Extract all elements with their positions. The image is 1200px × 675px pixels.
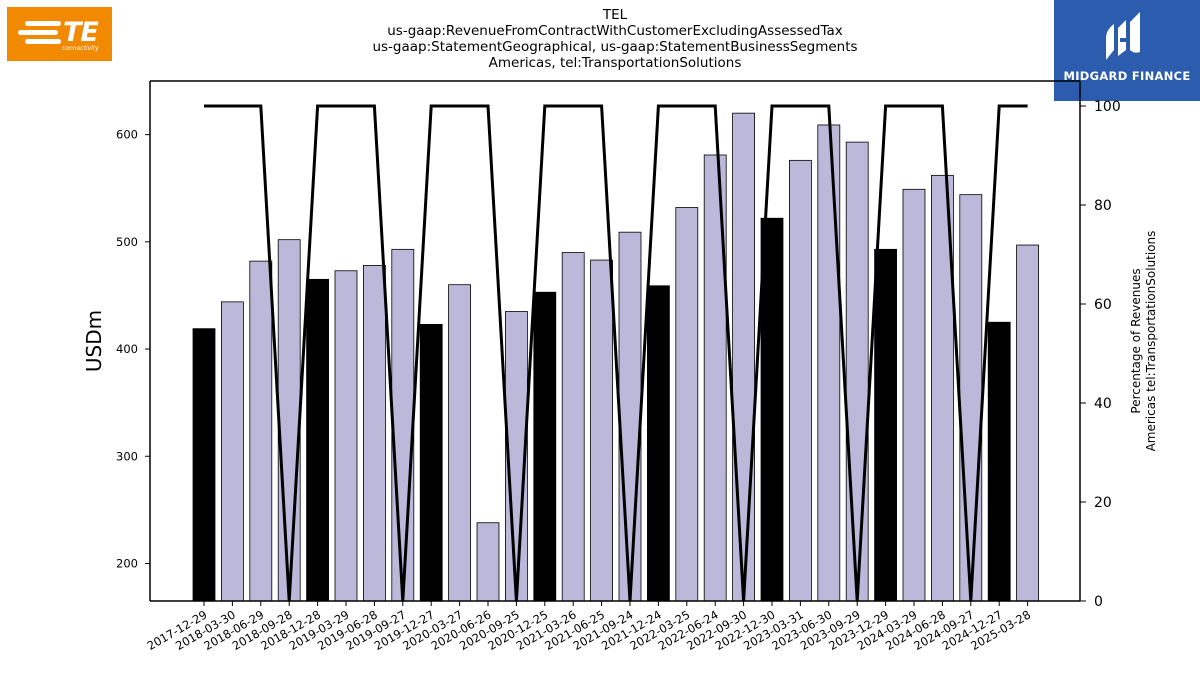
y-axis-label: USDm [82,310,106,372]
title-line-3: us-gaap:StatementGeographical, us-gaap:S… [372,39,858,55]
y-tick-label: 200 [116,556,138,570]
y-tick-label: 300 [116,449,138,463]
chart-title: TEL us-gaap:RevenueFromContractWithCusto… [300,7,930,71]
bar-2017-12-29 [192,328,216,602]
bar-2021-03-26 [561,252,585,602]
y2-tick-label: 40 [1094,396,1112,412]
bar-2019-06-28 [362,265,386,602]
bar-2023-09-29 [845,141,869,602]
bar-2018-09-28 [277,239,301,602]
bar-2018-03-30 [220,301,244,602]
bar-2022-12-30 [760,217,784,602]
y-ticks-group: 200 300 400 500 600 [116,128,150,570]
te-stripes-icon [18,21,61,44]
axes-group [149,80,1081,602]
y2-tick-label: 100 [1094,99,1121,115]
bar-2019-09-27 [391,248,415,602]
bar-2023-12-29 [874,248,897,602]
bar-2018-12-28 [306,278,330,602]
bar-2019-03-29 [334,270,358,602]
bar-2022-09-30 [732,112,755,602]
y2-tick-label: 80 [1094,198,1112,214]
title-line-1: TEL [602,7,628,23]
bar-2020-06-26 [476,522,500,602]
y2-tick-label: 0 [1094,594,1103,610]
logo-right-text: MIDGARD FINANCE [1063,69,1191,83]
y2-axis-label-line-1: Percentage of Revenues [1129,268,1143,413]
midgard-emblem-icon [1106,12,1140,60]
percentage-line [204,104,1028,602]
bar-2021-09-24 [618,231,642,602]
title-line-4: Americas, tel:TransportationSolutions [488,55,742,71]
title-line-2: us-gaap:RevenueFromContractWithCustomerE… [387,23,843,39]
y2-axis-label-line-2: Americas tel:TransportationSolutions [1144,231,1158,452]
bar-2019-12-27 [419,323,443,602]
y2-tick-label: 20 [1094,495,1112,511]
bar-2018-06-29 [249,260,273,602]
x-ticks-group: 2017-12-292018-03-302018-06-292018-09-28… [145,601,1033,653]
bar-2020-12-25 [533,291,557,602]
y-tick-label: 400 [116,342,138,356]
y2-tick-label: 60 [1094,297,1112,313]
bar-2021-12-24 [647,285,670,602]
bar-2020-03-27 [448,284,472,602]
y2-ticks-group: 0 20 40 60 80 100 [1080,99,1121,610]
bar-2024-12-27 [987,321,1011,602]
te-connectivity-logo: TE connectivity [7,7,112,61]
y-tick-label: 600 [116,128,138,142]
y-tick-label: 500 [116,235,138,249]
bar-2023-03-31 [789,159,812,602]
bar-2022-03-25 [675,207,699,602]
logo-left-subtext: connectivity [62,45,99,52]
bar-2023-06-30 [817,124,841,602]
bar-2024-03-29 [902,188,926,602]
bar-2025-03-28 [1016,244,1039,602]
bar-2021-06-25 [590,259,613,602]
midgard-finance-logo: MIDGARD FINANCE [1054,0,1200,101]
bar-2024-09-27 [959,194,983,602]
percentage-line-group [204,104,1028,602]
logo-left-text: TE [63,17,99,48]
